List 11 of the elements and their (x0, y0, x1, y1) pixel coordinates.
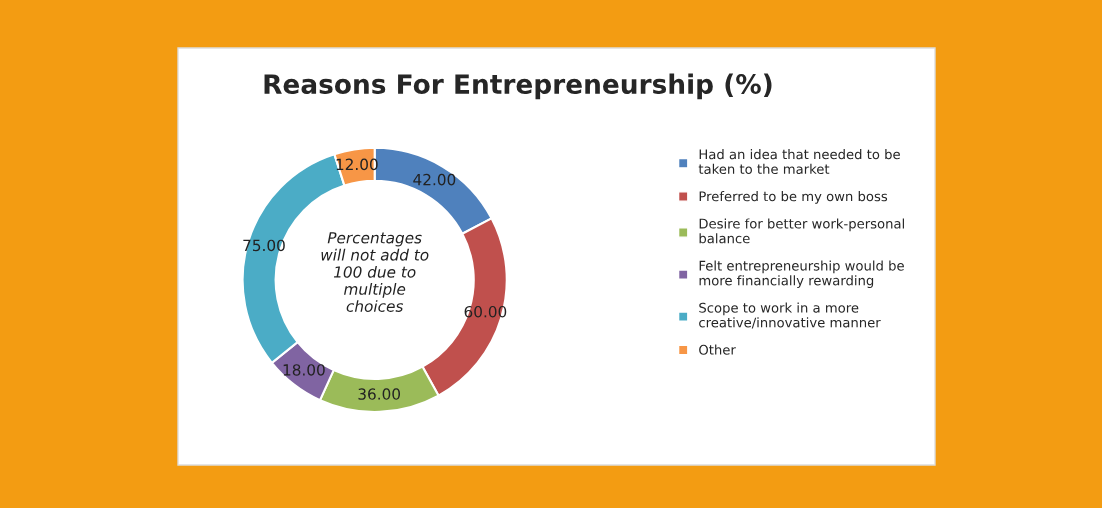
text: Percentages will not add to 100 due to multiple choices (321, 232, 429, 312)
legend-label: Felt entrepreneurship would be more financially rewarding (699, 260, 904, 288)
legend-label: Had an idea that needed to be taken to the market (698, 149, 900, 175)
legend-label: Scope to work in a more creative/innovative manner (699, 302, 881, 329)
data-label: 36.00 (358, 388, 401, 400)
legend-label: Other (699, 344, 736, 355)
legend-label: Preferred to be my own boss (699, 191, 888, 204)
data-label: 42.00 (413, 173, 456, 186)
legend-label: Desire for better work-personal balance (699, 218, 904, 244)
data-label: 18.00 (283, 364, 325, 376)
chart-title: Reasons For Entrepreneurship (%) (264, 73, 772, 100)
